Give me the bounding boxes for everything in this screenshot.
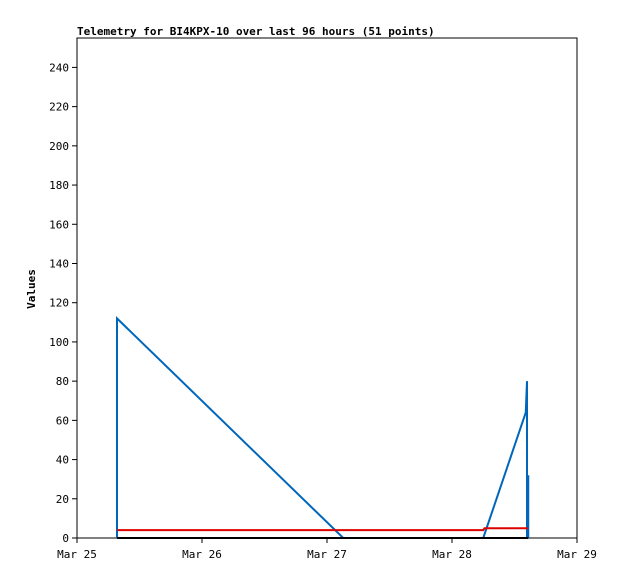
y-tick-label: 240 [49,61,69,74]
series-line [116,316,530,539]
x-tick-label: Mar 28 [432,548,472,561]
x-tick-label: Mar 25 [57,548,97,561]
y-tick-label: 80 [56,375,69,388]
series-line [117,527,529,532]
y-axis-label: Values [25,269,38,309]
x-tick-label: Mar 29 [557,548,597,561]
y-tick-label: 20 [56,493,69,506]
y-tick-label: 60 [56,414,69,427]
y-tick-label: 160 [49,218,69,231]
y-tick-label: 0 [62,532,69,545]
y-tick-label: 100 [49,336,69,349]
y-tick-label: 180 [49,179,69,192]
y-tick-label: 40 [56,454,69,467]
y-tick-label: 140 [49,257,69,270]
chart-title: Telemetry for BI4KPX-10 over last 96 hou… [77,25,435,38]
x-tick-label: Mar 26 [182,548,222,561]
y-tick-label: 200 [49,140,69,153]
y-tick-label: 120 [49,297,69,310]
x-tick-label: Mar 27 [307,548,347,561]
y-tick-label: 220 [49,101,69,114]
